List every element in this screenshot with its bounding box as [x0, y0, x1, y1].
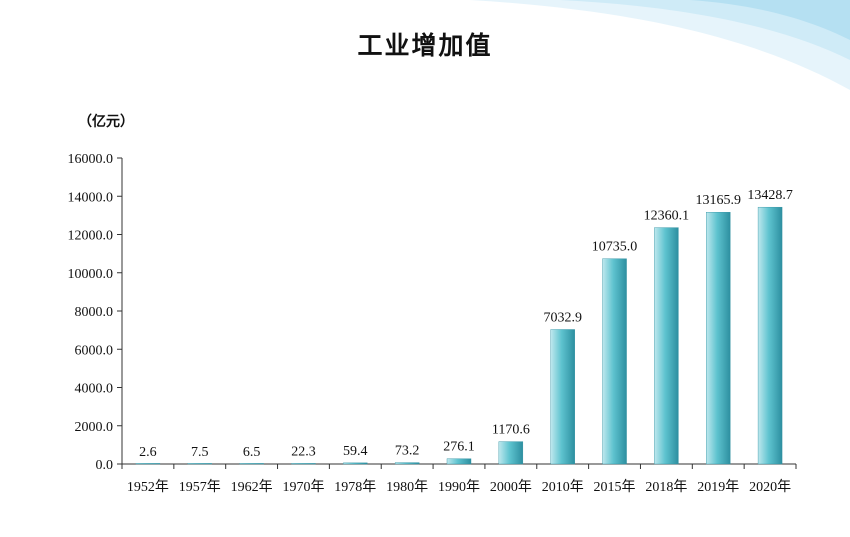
- y-tick-label: 2000.0: [75, 420, 114, 435]
- x-category-label: 2015年: [594, 479, 636, 495]
- y-tick-label: 6000.0: [75, 343, 114, 358]
- bar: [498, 441, 524, 465]
- x-category-label: 1970年: [282, 479, 324, 495]
- data-label: 73.2: [395, 444, 420, 459]
- x-category-label: 2000年: [490, 479, 532, 495]
- x-axis: 1952年 1957年 1962年 1970年 1978年 1980年 1990年 2000年…: [121, 463, 797, 495]
- bar: [706, 212, 731, 465]
- chart-title: 工业增加值: [357, 31, 493, 60]
- bar: [602, 258, 627, 465]
- corner-decoration: [470, 0, 850, 90]
- x-category-label: 1980年: [386, 479, 428, 495]
- bars: 2.6 7.5 6.5 22.3 59.4 73.2 276.1 1170.6 7032.9 10…: [135, 188, 793, 465]
- x-category-label: 1990年: [438, 479, 480, 495]
- bar: [343, 462, 368, 465]
- y-axis: 0.0 2000.0 4000.0 6000.0 8000.0 10000.0 12000.…: [68, 152, 123, 473]
- y-tick-label: 0.0: [96, 458, 114, 473]
- y-axis-unit-label: （亿元）: [78, 114, 134, 130]
- bar: [187, 463, 212, 465]
- data-label: 7.5: [191, 445, 209, 460]
- data-label: 59.4: [343, 444, 368, 459]
- x-category-label: 2019年: [697, 479, 739, 495]
- y-tick-label: 10000.0: [68, 267, 114, 282]
- y-tick-label: 12000.0: [68, 229, 114, 244]
- data-label: 13165.9: [695, 193, 741, 208]
- x-category-label: 1962年: [231, 479, 273, 495]
- data-label: 7032.9: [543, 310, 582, 325]
- x-category-label: 1952年: [127, 479, 169, 495]
- data-label: 10735.0: [592, 240, 638, 255]
- y-tick-label: 4000.0: [75, 382, 114, 397]
- bar: [239, 463, 264, 465]
- data-label: 276.1: [443, 440, 475, 455]
- bar: [394, 462, 420, 465]
- bar: [757, 206, 783, 465]
- data-label: 1170.6: [492, 423, 530, 438]
- x-category-label: 1957年: [179, 479, 221, 495]
- data-label: 12360.1: [644, 209, 690, 224]
- data-label: 2.6: [139, 445, 157, 460]
- bar: [654, 227, 679, 465]
- y-tick-label: 14000.0: [68, 190, 114, 205]
- x-category-label: 1978年: [334, 479, 376, 495]
- x-category-label: 2018年: [645, 479, 687, 495]
- bar: [135, 463, 161, 465]
- data-label: 6.5: [243, 445, 261, 460]
- data-label: 13428.7: [747, 188, 793, 203]
- bar: [446, 458, 472, 465]
- x-category-label: 2020年: [749, 479, 791, 495]
- bar: [291, 463, 316, 465]
- y-tick-label: 16000.0: [68, 152, 114, 167]
- y-tick-label: 8000.0: [75, 305, 114, 320]
- data-label: 22.3: [291, 445, 316, 460]
- x-category-label: 2010年: [542, 479, 584, 495]
- bar: [550, 329, 575, 465]
